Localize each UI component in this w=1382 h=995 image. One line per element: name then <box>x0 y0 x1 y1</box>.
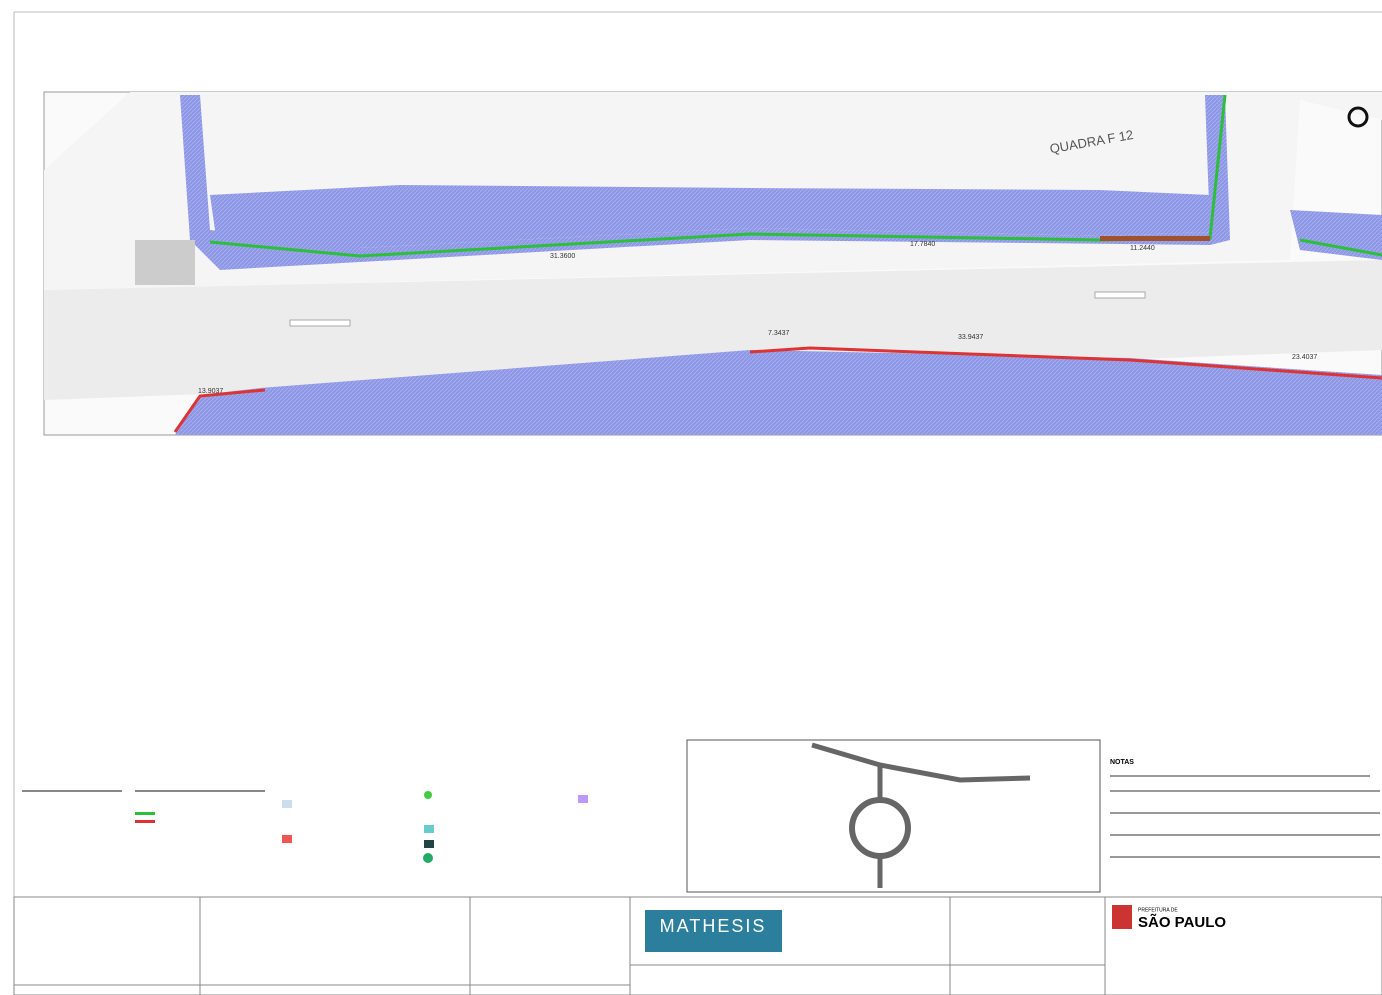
curb-segment <box>1100 236 1210 241</box>
dimension: 13.9037 <box>198 388 223 395</box>
legend-swatch <box>282 800 292 808</box>
company-name: MATHESIS <box>660 916 767 936</box>
curb-line-red <box>173 388 266 433</box>
legend-swatch <box>578 795 588 803</box>
title-frame <box>13 896 1382 995</box>
legend-swatch <box>135 820 155 823</box>
dimension: 23.4037 <box>1292 354 1317 361</box>
lane-marking <box>1094 291 1146 299</box>
dimension: 7.3437 <box>768 330 790 337</box>
note-line <box>1110 856 1380 858</box>
legend <box>22 790 588 863</box>
legend-swatch <box>282 835 292 843</box>
city-name: SÃO PAULO <box>1138 913 1226 931</box>
curb-line-green <box>209 94 1227 258</box>
key-map-frame <box>686 739 1101 893</box>
lane-marking <box>289 319 351 327</box>
legend-line <box>135 790 265 792</box>
sidewalk-top-right <box>1290 210 1382 260</box>
legend-symbol <box>423 853 433 863</box>
key-map <box>686 739 1101 893</box>
dimension: 11.2440 <box>1130 245 1155 252</box>
curb-line-red <box>749 346 1382 380</box>
note-line <box>1110 775 1370 777</box>
street-plan: QUADRA F 12 31.3600 17.7840 11.2440 13.9… <box>43 91 1382 436</box>
crosswalk <box>135 240 195 285</box>
key-map-street <box>811 742 1031 783</box>
legend-swatch <box>424 825 434 833</box>
dimension: 17.7840 <box>910 241 935 248</box>
legend-swatch <box>135 812 155 815</box>
title-block <box>13 896 1382 995</box>
legend-line <box>22 790 122 792</box>
road <box>44 260 1382 400</box>
notes: NOTAS <box>1110 759 1380 858</box>
curb-line-green <box>1299 238 1382 257</box>
company-logo <box>645 910 782 952</box>
city-crest <box>1112 905 1132 929</box>
city-prefix: PREFEITURA DE <box>1138 907 1178 913</box>
north-symbol <box>1347 106 1369 128</box>
note-line <box>1110 834 1380 836</box>
legend-swatch <box>424 840 434 848</box>
note-line <box>1110 812 1380 814</box>
legend-symbol <box>424 791 432 799</box>
sidewalk-bottom <box>175 350 1382 435</box>
notes-title: NOTAS <box>1110 759 1134 766</box>
dimension: 33.9437 <box>958 334 983 341</box>
sidewalk-top <box>210 185 1210 265</box>
dimension: 31.3600 <box>550 253 575 260</box>
note-line <box>1110 790 1380 792</box>
